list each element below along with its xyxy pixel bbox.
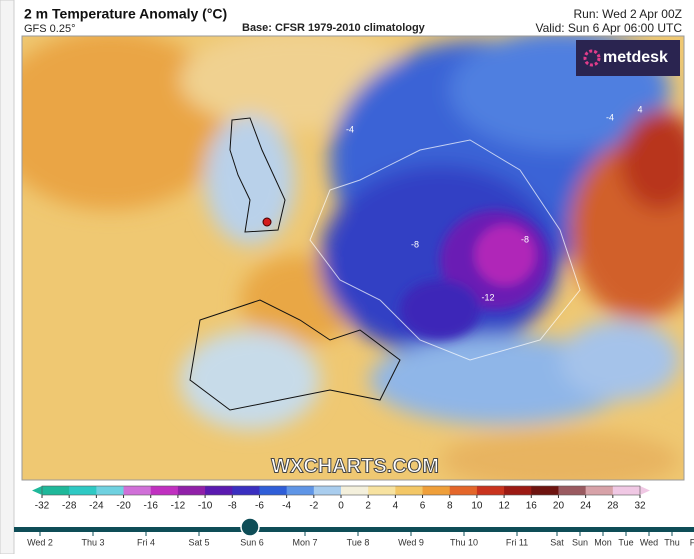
colorbar-tick-label: 24 [580, 501, 592, 512]
colorbar-segment [123, 486, 152, 495]
timeline-day[interactable]: Mon [594, 537, 612, 547]
side-strip [0, 0, 15, 555]
colorbar-segment [558, 486, 587, 495]
timeline-day[interactable]: Sat [550, 537, 564, 547]
colorbar-tick-label: 16 [526, 501, 538, 512]
colorbar-segment [205, 486, 233, 495]
colorbar-tick-label: -10 [198, 501, 213, 512]
timeline-day[interactable]: Tue [618, 537, 633, 547]
contour-label: 4 [637, 104, 642, 114]
colorbar-segment [232, 486, 260, 495]
colorbar-segment [286, 486, 315, 495]
colorbar-tick-label: 0 [338, 501, 344, 512]
colorbar-segment [259, 486, 288, 495]
colorbar-end [640, 486, 650, 495]
colorbar-tick-label: 12 [499, 501, 511, 512]
colorbar-tick-label: -16 [144, 501, 159, 512]
map-frame [21, 35, 685, 481]
colorbar-segment [150, 486, 179, 495]
map: metdesk WXCHARTS.COM -4 -8 -12 -4 4 -8 [22, 36, 684, 480]
timeline-day[interactable]: Fri 11 [506, 537, 528, 547]
contour-label: -4 [606, 112, 614, 122]
colorbar-segment [42, 486, 70, 495]
timeline-day[interactable]: Fri [690, 537, 694, 547]
colorbar-tick-label: -24 [89, 501, 104, 512]
colorbar-segment [531, 486, 559, 495]
colorbar-segment [96, 486, 125, 495]
base-label: Base: CFSR 1979-2010 climatology [242, 22, 426, 34]
timeline-day[interactable]: Tue 8 [347, 537, 370, 547]
colorbar-tick-label: -6 [255, 501, 264, 512]
colorbar-segment [504, 486, 532, 495]
colorbar-tick-label: -4 [282, 501, 291, 512]
timeline-day[interactable]: Wed [640, 537, 658, 547]
contour-label: -8 [411, 239, 419, 249]
colorbar-segment [368, 486, 396, 495]
colorbar-segment [313, 486, 342, 495]
timeline-day[interactable]: Wed 9 [398, 537, 424, 547]
contour-label: -8 [521, 234, 529, 244]
colorbar-tick-label: -2 [309, 501, 318, 512]
colorbar-segment [69, 486, 97, 495]
valid-label: Valid: Sun 6 Apr 06:00 UTC [535, 21, 682, 35]
timeline-day[interactable]: Sat 5 [188, 537, 209, 547]
location-marker [262, 217, 272, 227]
map-title: 2 m Temperature Anomaly (°C) [24, 6, 227, 22]
colorbar-tick-label: 10 [471, 501, 483, 512]
colorbar-segment [422, 486, 451, 495]
timeline-day[interactable]: Mon 7 [292, 537, 317, 547]
colorbar-tick-label: 6 [420, 501, 426, 512]
colorbar-tick-label: 20 [553, 501, 565, 512]
colorbar-segment [476, 486, 505, 495]
contour-label: -12 [481, 292, 494, 302]
colorbar-segment [395, 486, 424, 495]
colorbar-tick-label: 32 [634, 501, 646, 512]
watermark: WXCHARTS.COM [271, 455, 439, 477]
model-label: GFS 0.25° [24, 23, 75, 35]
logo: metdesk [603, 49, 668, 66]
logo-box [576, 40, 680, 76]
colorbar-segment [341, 486, 369, 495]
colorbar-tick-label: -12 [171, 501, 186, 512]
colorbar-segment [612, 486, 641, 495]
timeline-day[interactable]: Thu 10 [450, 537, 478, 547]
timeline-day[interactable]: Sun [572, 537, 588, 547]
timeline-day[interactable]: Sun 6 [240, 537, 264, 547]
timeline-day[interactable]: Thu [664, 537, 680, 547]
colorbar-tick-label: 4 [393, 501, 399, 512]
colorbar-segment [177, 486, 206, 495]
colorbar-segment [585, 486, 614, 495]
colorbar-end [32, 486, 42, 495]
colorbar-tick-label: 2 [365, 501, 371, 512]
timeline-bar [14, 527, 694, 532]
colorbar-segment [449, 486, 478, 495]
colorbar-tick-label: -32 [35, 501, 50, 512]
timeline-day[interactable]: Fri 4 [137, 537, 155, 547]
timeline-day[interactable]: Wed 2 [27, 537, 53, 547]
colorbar-tick-label: 28 [607, 501, 619, 512]
timeline-handle[interactable] [240, 517, 260, 537]
colorbar-tick-label: 8 [447, 501, 453, 512]
run-label: Run: Wed 2 Apr 00Z [573, 7, 682, 21]
contour-label: -4 [346, 124, 354, 134]
colorbar-tick-label: -20 [116, 501, 131, 512]
timeline-day[interactable]: Thu 3 [81, 537, 104, 547]
colorbar-tick-label: -8 [228, 501, 237, 512]
colorbar-tick-label: -28 [62, 501, 77, 512]
